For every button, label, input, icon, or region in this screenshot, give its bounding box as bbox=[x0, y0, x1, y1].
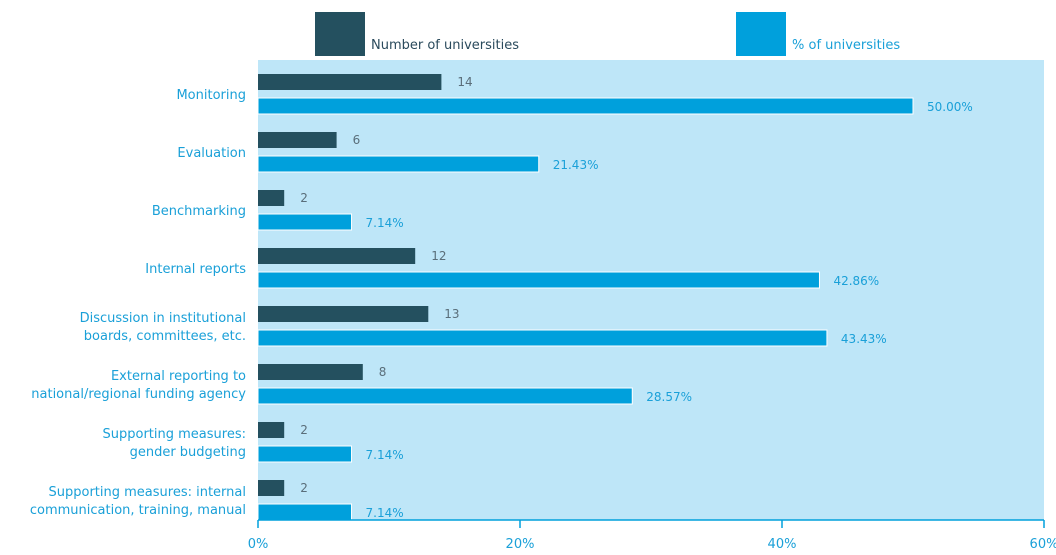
category-label-3-0: Internal reports bbox=[145, 262, 246, 277]
data-label-number-2: 2 bbox=[300, 191, 308, 205]
data-label-number-7: 2 bbox=[300, 481, 308, 495]
category-label-0-0: Monitoring bbox=[176, 88, 246, 103]
category-label-5-1: national/regional funding agency bbox=[31, 387, 246, 402]
bar-number-1 bbox=[258, 132, 337, 148]
legend-label-number: Number of universities bbox=[371, 38, 519, 53]
data-label-percent-0: 50.00% bbox=[927, 100, 973, 114]
category-label-6-1: gender budgeting bbox=[130, 445, 246, 460]
bars: 14 50.00% 6 21.43% 2 7.14% 12 42.86% 13 43.43% 8 28… bbox=[257, 74, 973, 521]
x-tick-label-2: 40% bbox=[768, 537, 797, 552]
category-label-5-0: External reporting to bbox=[111, 369, 246, 384]
x-tick-label-1: 20% bbox=[506, 537, 535, 552]
data-label-number-5: 8 bbox=[379, 365, 387, 379]
category-label-7-1: communication, training, manual bbox=[30, 503, 246, 518]
bar-percent-7 bbox=[257, 503, 353, 521]
data-label-number-1: 6 bbox=[353, 133, 361, 147]
category-label-7-0: Supporting measures: internal bbox=[49, 485, 247, 500]
data-label-number-6: 2 bbox=[300, 423, 308, 437]
data-label-number-0: 14 bbox=[457, 75, 472, 89]
category-label-4-0: Discussion in institutional bbox=[80, 311, 246, 326]
plot-background bbox=[258, 60, 1044, 520]
bar-percent-1 bbox=[257, 155, 540, 173]
data-label-percent-2: 7.14% bbox=[366, 216, 404, 230]
x-axis: 0% 20% 40% 60% bbox=[248, 519, 1056, 552]
legend: Number of universities % of universities bbox=[315, 12, 900, 56]
bar-number-3 bbox=[258, 248, 416, 264]
legend-label-percent: % of universities bbox=[792, 38, 900, 53]
legend-swatch-percent bbox=[736, 12, 786, 56]
category-label-2-0: Benchmarking bbox=[152, 204, 246, 219]
data-label-percent-1: 21.43% bbox=[553, 158, 599, 172]
data-label-percent-7: 7.14% bbox=[366, 506, 404, 520]
category-label-4-1: boards, committees, etc. bbox=[84, 329, 246, 344]
bar-number-0 bbox=[258, 74, 442, 90]
bar-percent-3 bbox=[257, 271, 820, 289]
bar-percent-5 bbox=[257, 387, 633, 405]
bar-percent-4 bbox=[257, 329, 828, 347]
data-label-number-4: 13 bbox=[444, 307, 459, 321]
data-label-percent-5: 28.57% bbox=[646, 390, 692, 404]
bar-percent-0 bbox=[257, 97, 914, 115]
bar-number-5 bbox=[258, 364, 363, 380]
bar-number-6 bbox=[258, 422, 285, 438]
category-label-6-0: Supporting measures: bbox=[103, 427, 246, 442]
category-label-1-0: Evaluation bbox=[177, 146, 246, 161]
bar-number-7 bbox=[258, 480, 285, 496]
data-label-percent-4: 43.43% bbox=[841, 332, 887, 346]
bar-number-4 bbox=[258, 306, 429, 322]
data-label-percent-3: 42.86% bbox=[833, 274, 879, 288]
bar-percent-2 bbox=[257, 213, 353, 231]
x-tick-label-3: 60% bbox=[1030, 537, 1056, 552]
bar-percent-6 bbox=[257, 445, 353, 463]
bar-number-2 bbox=[258, 190, 285, 206]
category-labels: Monitoring Evaluation Benchmarking Internal… bbox=[30, 88, 246, 518]
legend-swatch-number bbox=[315, 12, 365, 56]
data-label-percent-6: 7.14% bbox=[366, 448, 404, 462]
x-tick-label-0: 0% bbox=[248, 537, 269, 552]
data-label-number-3: 12 bbox=[431, 249, 446, 263]
